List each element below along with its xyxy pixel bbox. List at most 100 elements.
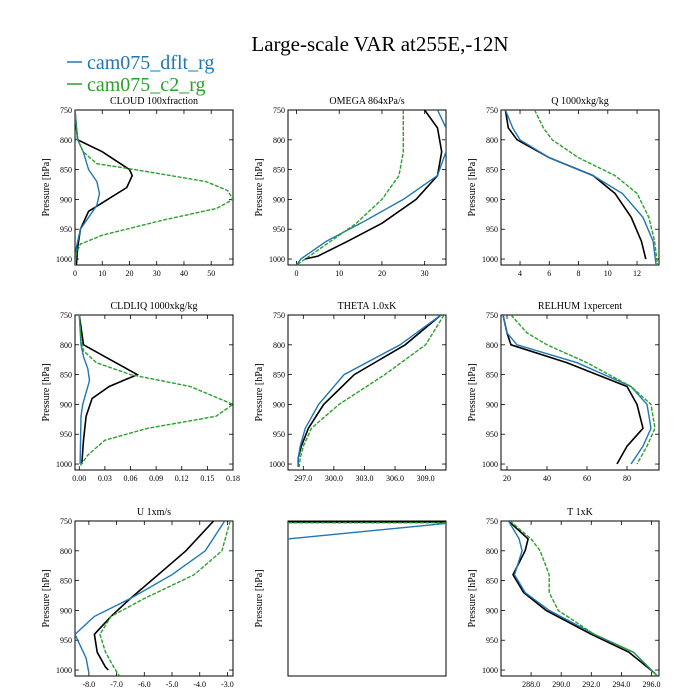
series-line-obs (75, 110, 134, 265)
legend-c2-label: cam075_c2_rg (87, 74, 206, 96)
y-axis-label: Pressure [hPa] (467, 158, 478, 216)
panel-frame (287, 109, 447, 266)
y-tick-label: 750 (486, 106, 498, 115)
panel-title: T 1xK (567, 507, 593, 518)
x-tick-label: 20 (125, 269, 133, 278)
panel-3: Q 1000xkg/kg Pressure [hPa] 750 800 850 900 95… (467, 96, 660, 278)
x-tick-label: -8.0 (83, 680, 96, 689)
x-tick-label: 296.0 (642, 680, 660, 689)
panel-title: CLOUD 100xfraction (110, 96, 198, 107)
y-tick-label: 950 (486, 225, 498, 234)
panel-frame (500, 520, 660, 677)
x-tick-label: 20 (378, 269, 386, 278)
y-tick-label: 950 (273, 430, 285, 439)
y-tick-label: 800 (273, 136, 285, 145)
y-tick-label: 1000 (482, 460, 498, 469)
x-tick-label: 60 (583, 474, 591, 483)
y-axis-label: Pressure [hPa] (254, 158, 265, 216)
y-tick-label: 800 (273, 341, 285, 350)
y-tick-label: 1000 (269, 460, 285, 469)
panel-frame (74, 314, 234, 471)
y-tick-label: 900 (486, 195, 498, 204)
y-tick-label: 1000 (269, 255, 285, 264)
x-tick-label: -4.0 (193, 680, 206, 689)
y-axis-label: Pressure [hPa] (467, 569, 478, 627)
series-line-dflt (295, 110, 446, 265)
x-tick-label: 303.0 (355, 474, 373, 483)
y-axis-label: Pressure [hPa] (41, 158, 52, 216)
x-tick-label: 30 (421, 269, 429, 278)
y-tick-label: 750 (486, 517, 498, 526)
panel-title: Q 1000xkg/kg (551, 96, 609, 107)
y-axis-label: Pressure [hPa] (254, 363, 265, 421)
y-tick-label: 1000 (482, 666, 498, 675)
x-tick-label: 10 (335, 269, 343, 278)
y-tick-label: 750 (486, 311, 498, 320)
panel-2: OMEGA 864xPa/s Pressure [hPa] 750 800 850 900… (254, 96, 447, 278)
series-line-c2 (296, 110, 404, 265)
panel-frame (500, 314, 660, 471)
series-line-obs (507, 521, 656, 674)
x-tick-label: 6 (547, 269, 551, 278)
y-axis-label: Pressure [hPa] (41, 569, 52, 627)
x-tick-label: 0.03 (98, 474, 112, 483)
panel-frame (500, 109, 660, 266)
x-tick-label: 300.0 (325, 474, 343, 483)
series-line-c2 (298, 315, 445, 468)
x-tick-label: 10 (98, 269, 106, 278)
y-tick-label: 900 (486, 606, 498, 615)
panel-5: THETA 1.0xK Pressure [hPa] 750 800 850 900 950… (254, 301, 447, 483)
series-line-obs (502, 315, 644, 465)
y-tick-label: 800 (486, 136, 498, 145)
y-tick-label: 950 (486, 430, 498, 439)
x-tick-label: 294.0 (612, 680, 630, 689)
y-tick-label: 1000 (482, 255, 498, 264)
y-tick-label: 800 (60, 136, 72, 145)
panel-frame (74, 109, 234, 266)
series-line-obs (304, 110, 443, 260)
x-tick-label: -3.0 (221, 680, 234, 689)
y-tick-label: 950 (486, 636, 498, 645)
x-tick-label: 290.0 (552, 680, 570, 689)
panel-title: U 1xm/s (137, 507, 171, 518)
series-line-c2 (509, 521, 657, 676)
x-tick-label: 288.0 (522, 680, 540, 689)
y-tick-label: 900 (60, 400, 72, 409)
y-tick-label: 800 (60, 341, 72, 350)
panel-title: THETA 1.0xK (338, 301, 397, 312)
x-tick-label: 0.12 (175, 474, 189, 483)
x-tick-label: 12 (633, 269, 641, 278)
y-tick-label: 950 (60, 636, 72, 645)
y-tick-label: 750 (273, 106, 285, 115)
y-tick-label: 800 (486, 341, 498, 350)
y-tick-label: 850 (273, 166, 285, 175)
y-tick-label: 750 (60, 311, 72, 320)
x-tick-label: 292.0 (582, 680, 600, 689)
panel-8: Pressure [hPa] (254, 520, 447, 677)
y-tick-label: 850 (486, 577, 498, 586)
series-line-dflt (297, 315, 442, 467)
series-line-dflt (504, 110, 657, 265)
x-tick-label: 309.0 (417, 474, 435, 483)
y-tick-label: 950 (60, 430, 72, 439)
x-tick-label: 0.15 (200, 474, 214, 483)
x-tick-label: 50 (207, 269, 215, 278)
y-tick-label: 850 (60, 577, 72, 586)
series-line-c2 (510, 315, 656, 465)
y-tick-label: 850 (486, 371, 498, 380)
y-tick-label: 850 (60, 166, 72, 175)
x-tick-label: 306.0 (386, 474, 404, 483)
x-tick-label: 40 (180, 269, 188, 278)
panel-title: OMEGA 864xPa/s (329, 96, 404, 107)
x-tick-label: 0.06 (124, 474, 138, 483)
x-tick-label: 40 (543, 474, 551, 483)
y-tick-label: 850 (60, 371, 72, 380)
x-tick-label: -7.0 (110, 680, 123, 689)
x-tick-label: 4 (518, 269, 522, 278)
y-tick-label: 900 (60, 195, 72, 204)
figure-legend: cam075_dflt_rg cam075_c2_rg (67, 52, 214, 96)
series-line-obs (504, 110, 647, 260)
series-line-dflt (288, 522, 446, 540)
panel-title: RELHUM 1xpercent (538, 301, 622, 312)
y-tick-label: 850 (486, 166, 498, 175)
